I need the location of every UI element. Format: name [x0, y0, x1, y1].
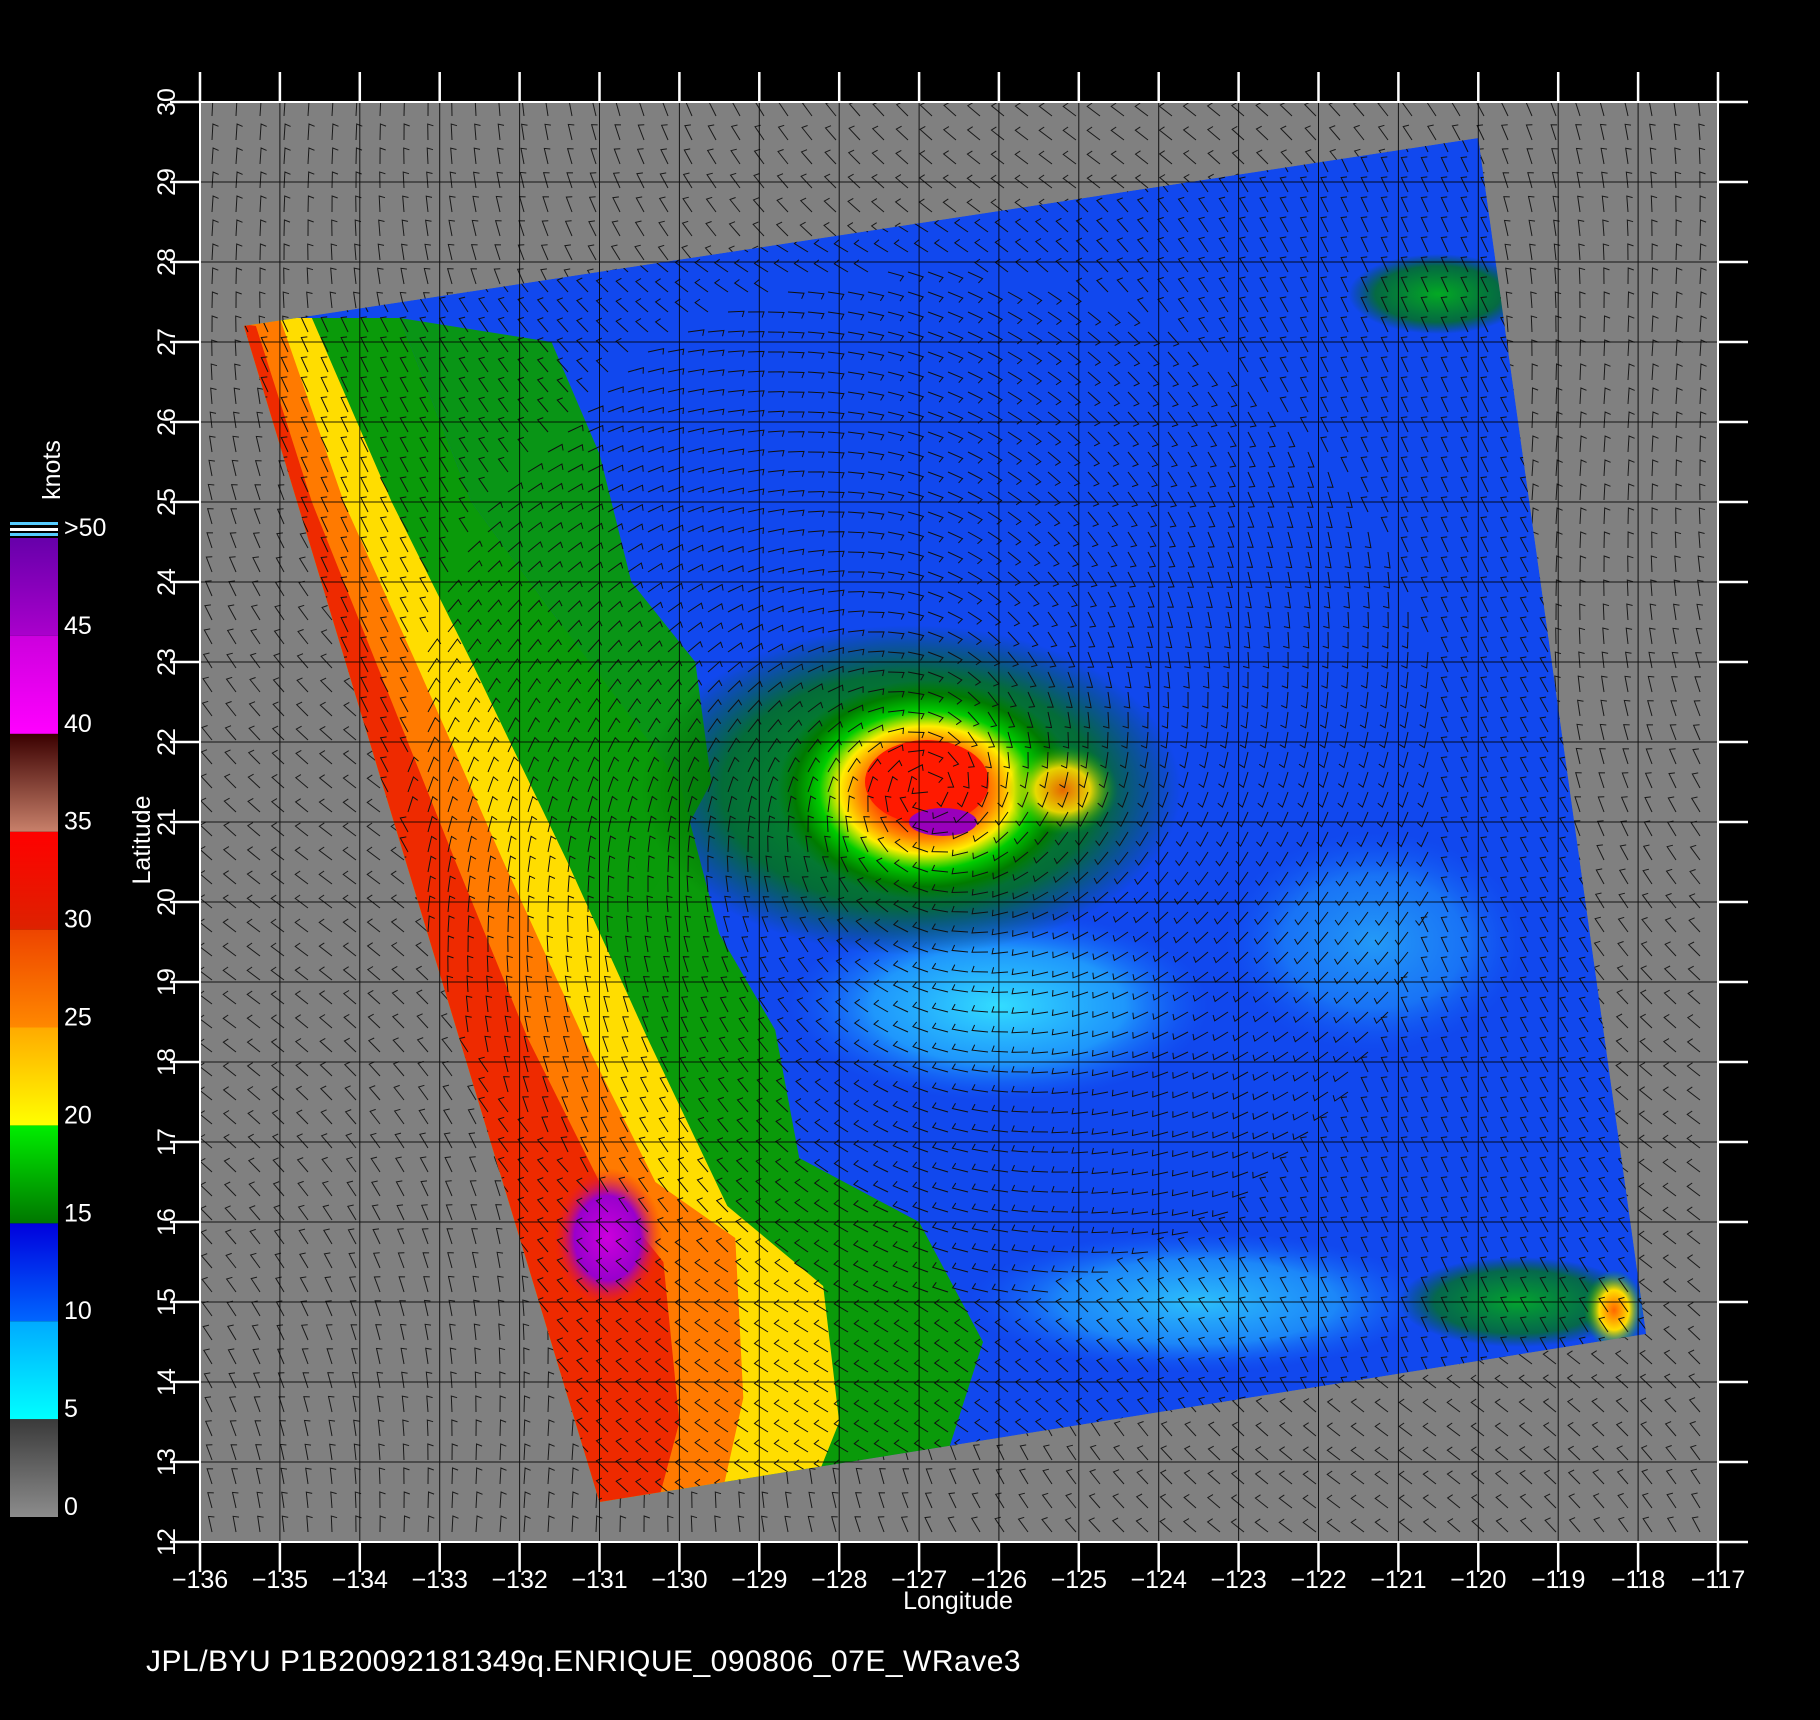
green-patch-northeast [1348, 254, 1529, 334]
colorbar-label: 40 [64, 710, 92, 738]
colorbar-segment [10, 1027, 58, 1126]
y-axis-title: Latitude [128, 796, 156, 885]
colorbar-label: 30 [64, 906, 92, 934]
longitude-tick-label: −126 [971, 1566, 1027, 1594]
colorbar-segment [10, 1419, 58, 1517]
longitude-tick-label: −132 [491, 1566, 547, 1594]
longitude-tick-label: −129 [731, 1566, 787, 1594]
latitude-tick-label: 17 [153, 1128, 181, 1156]
hot-patch-southeast [1584, 1270, 1645, 1350]
wind-speed-colorbar: 0 5 10 15 20 25 30 35 40 45 >50 knots [10, 440, 106, 1521]
wind-band-green-upper [399, 318, 712, 902]
longitude-tick-label: −133 [412, 1566, 468, 1594]
colorbar-label: 20 [64, 1101, 92, 1129]
longitude-tick-label: −121 [1370, 1566, 1426, 1594]
colorbar-segment [10, 831, 58, 930]
longitude-tick-label: −122 [1290, 1566, 1346, 1594]
axis-ticks [170, 72, 1748, 1572]
lat-lon-grid [200, 102, 1718, 1542]
longitude-tick-label: −123 [1210, 1566, 1266, 1594]
colorbar-label: 0 [64, 1493, 78, 1521]
colorbar-cap-line-3 [10, 533, 58, 536]
latitude-tick-label: 22 [153, 728, 181, 756]
colorbar-segment [10, 538, 58, 636]
latitude-tick-label: 25 [153, 488, 181, 516]
colorbar-segment [10, 1223, 58, 1322]
latitude-tick-labels: 12 13 14 15 16 17 18 19 20 21 22 23 24 25 26 27 28 29 30 [153, 88, 181, 1556]
latitude-tick-label: 20 [153, 888, 181, 916]
longitude-tick-labels: −136 −135 −134 −133 −132 −131 −130 −129 −128 −127… [172, 1566, 1745, 1594]
latitude-tick-label: 30 [153, 88, 181, 116]
colorbar-label: 25 [64, 1004, 92, 1032]
longitude-tick-label: −128 [811, 1566, 867, 1594]
colorbar-label: 45 [64, 612, 92, 640]
colorbar-title: knots [38, 440, 66, 500]
longitude-tick-label: −124 [1131, 1566, 1187, 1594]
longitude-tick-label: −134 [332, 1566, 388, 1594]
latitude-tick-label: 24 [153, 568, 181, 596]
x-axis-title: Longitude [903, 1587, 1013, 1615]
longitude-tick-label: −136 [172, 1566, 228, 1594]
colorbar-segment [10, 1321, 58, 1420]
latitude-tick-label: 16 [153, 1208, 181, 1236]
latitude-tick-label: 18 [153, 1048, 181, 1076]
latitude-tick-label: 28 [153, 248, 181, 276]
longitude-tick-label: −118 [1611, 1566, 1665, 1594]
longitude-tick-label: −125 [1051, 1566, 1107, 1594]
colorbar-segment [10, 635, 58, 734]
latitude-tick-label: 19 [153, 968, 181, 996]
latitude-tick-label: 12 [153, 1528, 181, 1556]
longitude-tick-label: −135 [252, 1566, 308, 1594]
latitude-tick-label: 15 [153, 1288, 181, 1316]
longitude-tick-label: −131 [571, 1566, 627, 1594]
colorbar-label: 10 [64, 1297, 92, 1325]
colorbar-label: 15 [64, 1199, 92, 1227]
latitude-tick-label: 21 [153, 808, 181, 836]
colorbar-cap-line-1 [10, 522, 58, 525]
figure-footer-caption: JPL/BYU P1B20092181349q.ENRIQUE_090806_0… [146, 1645, 1022, 1678]
latitude-tick-label: 13 [153, 1448, 181, 1476]
latitude-tick-label: 23 [153, 648, 181, 676]
colorbar-segment [10, 733, 58, 832]
colorbar-segment [10, 1125, 58, 1224]
colorbar-cap-line-2 [10, 528, 58, 531]
storm-secondary-orange [1007, 745, 1118, 835]
colorbar-label: >50 [64, 514, 106, 542]
latitude-tick-label: 26 [153, 408, 181, 436]
colorbar-label: 5 [64, 1395, 78, 1423]
latitude-tick-label: 29 [153, 168, 181, 196]
calm-region-cyan-east [1224, 832, 1525, 1052]
longitude-tick-label: −120 [1450, 1566, 1506, 1594]
colorbar-label: 35 [64, 808, 92, 836]
longitude-tick-label: −130 [651, 1566, 707, 1594]
latitude-tick-label: 14 [153, 1368, 181, 1396]
latitude-tick-label: 27 [153, 328, 181, 356]
longitude-tick-label: −119 [1531, 1566, 1585, 1594]
colorbar-segment [10, 929, 58, 1028]
longitude-tick-label: −117 [1691, 1566, 1745, 1594]
longitude-tick-label: −127 [891, 1566, 947, 1594]
